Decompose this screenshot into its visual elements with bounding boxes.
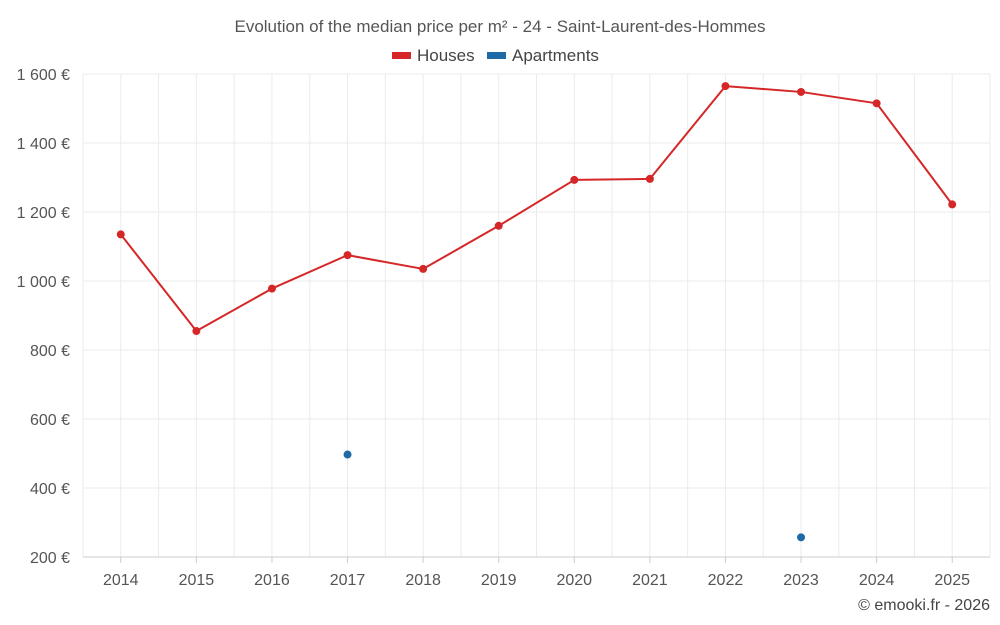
legend: Houses Apartments [392, 46, 599, 65]
data-point-apartments[interactable] [797, 533, 806, 542]
data-point-houses[interactable] [645, 174, 654, 183]
legend-item-houses[interactable]: Houses [392, 46, 475, 65]
x-tick-label: 2025 [934, 572, 970, 589]
chart-title: Evolution of the median price per m² - 2… [234, 17, 765, 36]
series-line-houses [120, 85, 954, 333]
x-tick-label: 2016 [254, 572, 290, 589]
x-tick-label: 2022 [708, 572, 744, 589]
y-tick-label: 1 600 € [17, 67, 70, 84]
x-tick-label: 2017 [330, 572, 366, 589]
y-axis-ticks: 200 € 400 € 600 € 800 € 1 000 € 1 200 € 1 400 … [17, 67, 70, 567]
y-tick-label: 1 200 € [17, 205, 70, 222]
legend-swatch-houses [392, 52, 411, 59]
x-tick-label: 2024 [859, 572, 895, 589]
y-tick-label: 600 € [30, 412, 70, 429]
x-axis-ticks: 2014 2015 2016 2017 2018 2019 2020 2021 2022 2023… [103, 557, 970, 589]
x-tick-label: 2020 [556, 572, 592, 589]
data-point-apartments[interactable] [343, 450, 352, 459]
series-layer [116, 82, 957, 542]
x-tick-label: 2021 [632, 572, 668, 589]
y-tick-label: 1 000 € [17, 274, 70, 291]
data-point-houses[interactable] [192, 327, 201, 336]
data-point-houses[interactable] [343, 251, 352, 260]
x-gridlines [82, 74, 991, 557]
x-tick-label: 2015 [179, 572, 215, 589]
legend-item-apartments[interactable]: Apartments [487, 46, 599, 65]
x-tick-label: 2018 [405, 572, 441, 589]
data-point-houses[interactable] [419, 264, 428, 273]
legend-label-houses: Houses [417, 46, 475, 65]
data-point-houses[interactable] [570, 175, 579, 184]
x-tick-label: 2019 [481, 572, 517, 589]
series-apartments [343, 450, 806, 542]
legend-swatch-apartments [487, 52, 506, 59]
legend-label-apartments: Apartments [512, 46, 599, 65]
y-tick-label: 1 400 € [17, 136, 70, 153]
data-point-houses[interactable] [116, 230, 125, 239]
data-point-houses[interactable] [948, 200, 957, 209]
data-point-houses[interactable] [872, 99, 881, 108]
data-point-houses[interactable] [721, 82, 730, 91]
series-houses [116, 82, 957, 336]
data-point-houses[interactable] [267, 284, 276, 293]
x-tick-label: 2014 [103, 572, 139, 589]
data-point-houses[interactable] [494, 221, 503, 230]
x-tick-label: 2023 [783, 572, 819, 589]
data-point-houses[interactable] [797, 87, 806, 96]
y-tick-label: 200 € [30, 550, 70, 567]
credit-text: © emooki.fr - 2026 [858, 597, 990, 614]
y-tick-label: 400 € [30, 481, 70, 498]
y-tick-label: 800 € [30, 343, 70, 360]
